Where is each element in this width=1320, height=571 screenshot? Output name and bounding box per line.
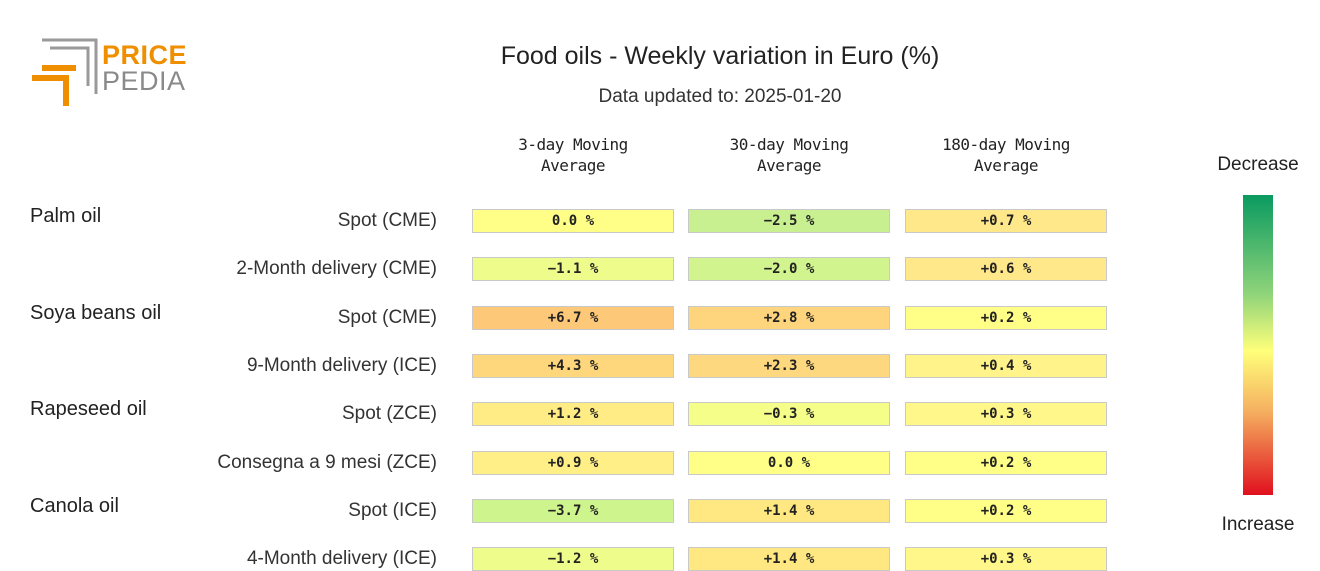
logo-text-pedia: PEDIA <box>102 66 186 96</box>
column-header-3: 180-day Moving Average <box>942 135 1070 175</box>
color-scale-bar <box>1243 195 1273 495</box>
group-label: Soya beans oil <box>30 302 162 324</box>
heatmap-cell: +1.4 % <box>688 499 890 523</box>
heatmap-cell: +0.3 % <box>905 547 1107 571</box>
column-header-2: 30-day Moving Average <box>729 135 849 175</box>
legend-top-label: Decrease <box>1217 154 1299 175</box>
chart-subtitle: Data updated to: 2025-01-20 <box>598 86 842 107</box>
logo-mark-icon <box>32 38 98 106</box>
heatmap-cell: +1.2 % <box>472 402 674 426</box>
heatmap-cell: +0.7 % <box>905 209 1107 233</box>
group-label: Rapeseed oil <box>30 398 147 420</box>
column-header-1: 3-day Moving Average <box>518 135 628 175</box>
pricepedia-logo: PRICE PEDIA <box>30 38 190 110</box>
heatmap-cell: +0.2 % <box>905 306 1107 330</box>
heatmap-cell: +0.2 % <box>905 451 1107 475</box>
heatmap-cell: −1.2 % <box>472 547 674 571</box>
row-label: Spot (CME) <box>337 210 437 231</box>
heatmap-cell: +0.6 % <box>905 257 1107 281</box>
heatmap-cell: +6.7 % <box>472 306 674 330</box>
heatmap-cell: 0.0 % <box>688 451 890 475</box>
heatmap-cell: −3.7 % <box>472 499 674 523</box>
row-label: 2-Month delivery (CME) <box>236 258 437 279</box>
group-label: Palm oil <box>30 205 102 227</box>
heatmap-cell: −0.3 % <box>688 402 890 426</box>
heatmap-cell: 0.0 % <box>472 209 674 233</box>
heatmap-cell: −1.1 % <box>472 257 674 281</box>
logo-text-price: PRICE <box>102 40 188 70</box>
row-label: Consegna a 9 mesi (ZCE) <box>217 452 437 473</box>
chart-title: Food oils - Weekly variation in Euro (%) <box>500 42 940 70</box>
heatmap-cell: +0.2 % <box>905 499 1107 523</box>
heatmap-cell: +2.8 % <box>688 306 890 330</box>
heatmap-cell: +0.9 % <box>472 451 674 475</box>
heatmap-cell: +1.4 % <box>688 547 890 571</box>
heatmap-cell: +0.3 % <box>905 402 1107 426</box>
legend-bottom-label: Increase <box>1221 514 1295 535</box>
heatmap-cell: +4.3 % <box>472 354 674 378</box>
row-label: 4-Month delivery (ICE) <box>246 548 437 569</box>
row-label: Spot (ZCE) <box>341 403 437 424</box>
heatmap-cell: +2.3 % <box>688 354 890 378</box>
heatmap-cell: +0.4 % <box>905 354 1107 378</box>
heatmap-cell: −2.5 % <box>688 209 890 233</box>
row-label: 9-Month delivery (ICE) <box>246 355 437 376</box>
group-label: Canola oil <box>30 495 119 517</box>
heatmap-cell: −2.0 % <box>688 257 890 281</box>
row-label: Spot (ICE) <box>348 500 437 521</box>
row-label: Spot (CME) <box>337 307 437 328</box>
